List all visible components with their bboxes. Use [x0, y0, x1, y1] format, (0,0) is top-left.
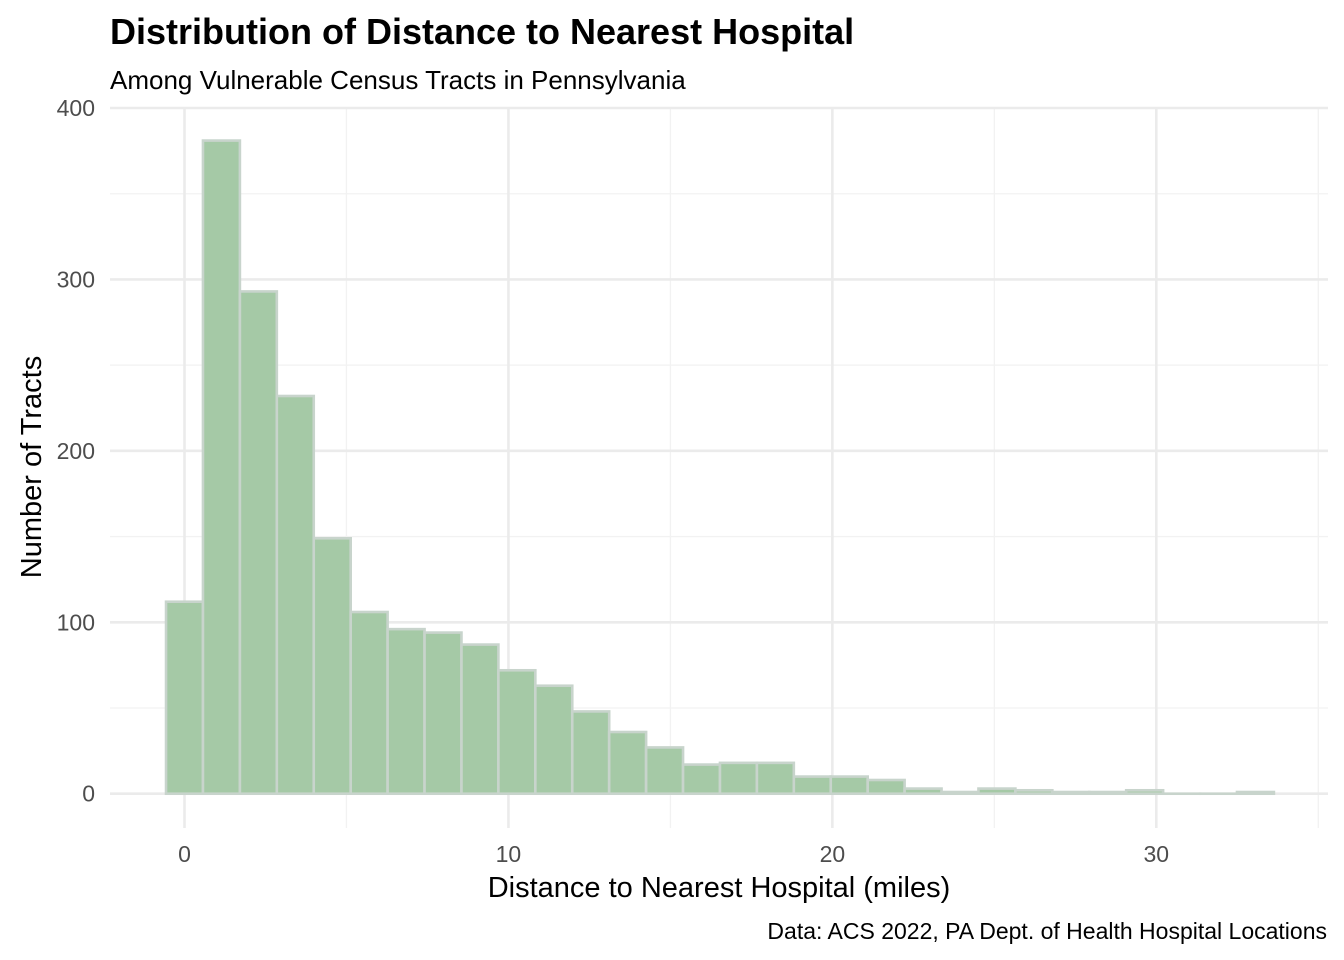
- y-tick-label: 0: [82, 781, 95, 807]
- histogram-bar: [681, 763, 722, 796]
- histogram-bar: [607, 730, 648, 796]
- x-axis-tick-labels: 0 10 20 30: [178, 841, 1169, 867]
- histogram-bar: [1014, 788, 1054, 796]
- histogram-bar: [201, 139, 242, 796]
- y-axis-tick-labels: 0 100 200 300 400: [57, 95, 95, 807]
- y-tick-label: 200: [57, 438, 95, 464]
- histogram-bar: [570, 710, 611, 796]
- histogram-bar: [164, 600, 205, 796]
- histogram-bars: [164, 139, 1276, 796]
- histogram-bar: [792, 775, 833, 796]
- histogram-bar: [386, 627, 426, 796]
- x-axis-title: Distance to Nearest Hospital (miles): [488, 872, 951, 904]
- histogram-bar: [238, 290, 279, 796]
- histogram-bar: [644, 746, 685, 796]
- chart-caption: Data: ACS 2022, PA Dept. of Health Hospi…: [767, 918, 1327, 944]
- histogram-bar: [829, 775, 869, 796]
- histogram-bar: [1051, 790, 1091, 796]
- chart-subtitle: Among Vulnerable Census Tracts in Pennsy…: [110, 65, 686, 95]
- histogram-bar: [275, 394, 316, 796]
- chart-title: Distribution of Distance to Nearest Hosp…: [110, 11, 854, 52]
- histogram-bar: [718, 761, 759, 796]
- histogram-bar: [940, 790, 980, 796]
- histogram-bar: [866, 778, 906, 796]
- x-tick-label: 20: [820, 841, 846, 867]
- histogram-bar: [1087, 790, 1128, 796]
- histogram-bar: [903, 787, 943, 796]
- histogram-bar: [423, 631, 463, 796]
- histogram-bar: [312, 536, 352, 796]
- y-axis-title: Number of Tracts: [16, 356, 48, 578]
- histogram-bar: [755, 761, 796, 796]
- histogram-bar: [1235, 790, 1276, 796]
- x-tick-label: 10: [496, 841, 522, 867]
- histogram-bar: [977, 787, 1017, 796]
- y-tick-label: 100: [57, 609, 95, 635]
- x-tick-label: 0: [178, 841, 191, 867]
- y-tick-label: 400: [57, 95, 95, 121]
- histogram-bar: [460, 643, 500, 796]
- histogram-bar: [497, 668, 537, 796]
- histogram-bar: [534, 684, 574, 796]
- histogram-bar: [1124, 788, 1165, 796]
- x-tick-label: 30: [1144, 841, 1170, 867]
- y-tick-label: 300: [57, 266, 95, 292]
- histogram-bar: [349, 610, 389, 796]
